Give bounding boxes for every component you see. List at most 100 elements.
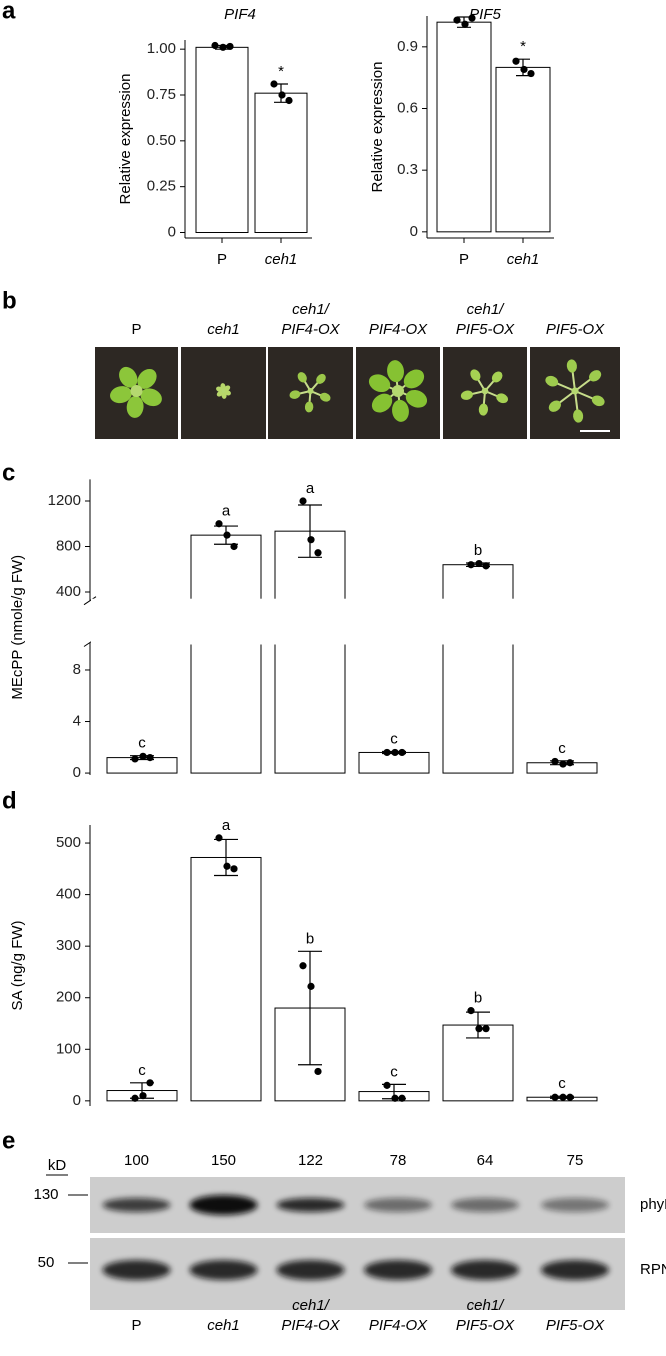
- plant-center: [307, 388, 314, 394]
- leaf: [140, 388, 162, 407]
- y-tick-label: 400: [56, 886, 81, 903]
- leaf: [478, 403, 489, 416]
- bar: [254, 92, 308, 233]
- leaf: [573, 409, 584, 423]
- data-point: [566, 759, 574, 767]
- y-tick-label: 0.6: [397, 99, 418, 116]
- leaf: [216, 390, 223, 397]
- data-point: [219, 43, 227, 51]
- plant-center: [571, 387, 579, 395]
- leaf: [319, 392, 331, 402]
- y-tick-label: 0: [168, 223, 176, 240]
- blot: [90, 1238, 625, 1310]
- y-tick-label: 100: [56, 1040, 81, 1057]
- marker-label: 50: [38, 1254, 55, 1271]
- panel-label: c: [2, 459, 15, 486]
- data-point: [398, 748, 406, 757]
- quantification: 122: [298, 1152, 323, 1169]
- band: [102, 1198, 171, 1212]
- leaf: [566, 359, 577, 373]
- band: [541, 1260, 609, 1280]
- category-label: PIF5-OX: [456, 1317, 515, 1334]
- y-tick-label: 0: [73, 764, 81, 781]
- bar: [442, 564, 514, 774]
- data-point: [383, 748, 391, 757]
- y-tick-label: 300: [56, 937, 81, 954]
- leaf: [491, 371, 503, 383]
- data-point: [230, 542, 238, 551]
- category-label: ceh1/: [467, 301, 506, 318]
- data-point: [223, 531, 231, 539]
- band: [276, 1198, 345, 1212]
- category-label: PIF4-OX: [369, 321, 428, 338]
- bar: [195, 46, 249, 234]
- bar: [190, 534, 262, 774]
- marker-label: 130: [33, 1186, 58, 1203]
- band: [189, 1260, 258, 1280]
- data-point: [223, 862, 231, 870]
- plant-center: [481, 387, 489, 395]
- data-point: [230, 865, 238, 873]
- category-label: ceh1: [207, 1317, 240, 1334]
- category-label: P: [131, 321, 141, 338]
- panel-label: b: [2, 287, 17, 314]
- category-label: PIF4-OX: [281, 1317, 340, 1334]
- data-point: [566, 1093, 574, 1101]
- bar: [436, 21, 492, 233]
- leaf: [387, 360, 404, 383]
- data-point: [453, 16, 461, 24]
- error-bar: [298, 504, 322, 558]
- plant-center: [130, 385, 143, 397]
- leaf: [392, 399, 409, 422]
- data-point: [299, 497, 307, 505]
- bar: [190, 856, 262, 1102]
- y-axis-label: MEcPP (nmole/g FW): [9, 555, 26, 700]
- category-label: P: [131, 1317, 141, 1334]
- quantification: 100: [124, 1152, 149, 1169]
- quantification: 150: [211, 1152, 236, 1169]
- leaf: [545, 375, 559, 387]
- y-axis-label: Relative expression: [369, 62, 386, 193]
- leaf: [297, 372, 307, 383]
- x-tick-label: P: [459, 251, 469, 268]
- data-point: [391, 748, 399, 757]
- y-axis-label: SA (ng/g FW): [9, 920, 26, 1010]
- data-point: [482, 1025, 490, 1033]
- y-axis-label: Relative expression: [117, 74, 134, 205]
- group-letter: c: [558, 740, 566, 757]
- y-tick-label: 0.3: [397, 161, 418, 178]
- group-letter: c: [558, 1075, 566, 1092]
- category-label: ceh1/: [292, 1297, 331, 1314]
- blot: [90, 1177, 625, 1233]
- leaf: [220, 383, 226, 390]
- group-letter: c: [138, 735, 146, 752]
- data-point: [131, 1094, 139, 1102]
- leaf: [548, 400, 561, 412]
- data-point: [139, 1092, 147, 1100]
- data-point: [398, 1094, 406, 1102]
- data-point: [314, 549, 322, 557]
- leaf: [403, 369, 425, 389]
- group-letter: b: [474, 542, 482, 559]
- y-tick-label: 0: [410, 223, 418, 240]
- data-point: [139, 752, 147, 760]
- data-point: [285, 96, 293, 105]
- significance-mark: *: [278, 63, 284, 80]
- data-point: [468, 14, 476, 22]
- group-letter: c: [390, 730, 398, 747]
- significance-mark: *: [520, 38, 526, 55]
- category-label: PIF5-OX: [546, 321, 605, 338]
- y-tick-label: 800: [56, 537, 81, 554]
- data-point: [131, 755, 139, 763]
- quantification: 64: [477, 1152, 494, 1169]
- protein-label: phyB: [640, 1196, 666, 1213]
- axis-break: [83, 596, 97, 606]
- data-point: [551, 757, 559, 766]
- data-point: [559, 1093, 567, 1101]
- data-point: [467, 561, 475, 569]
- data-point: [215, 834, 223, 842]
- leaf: [221, 392, 227, 399]
- data-point: [482, 562, 490, 570]
- x-tick-label: ceh1: [265, 251, 298, 268]
- leaf: [589, 370, 602, 382]
